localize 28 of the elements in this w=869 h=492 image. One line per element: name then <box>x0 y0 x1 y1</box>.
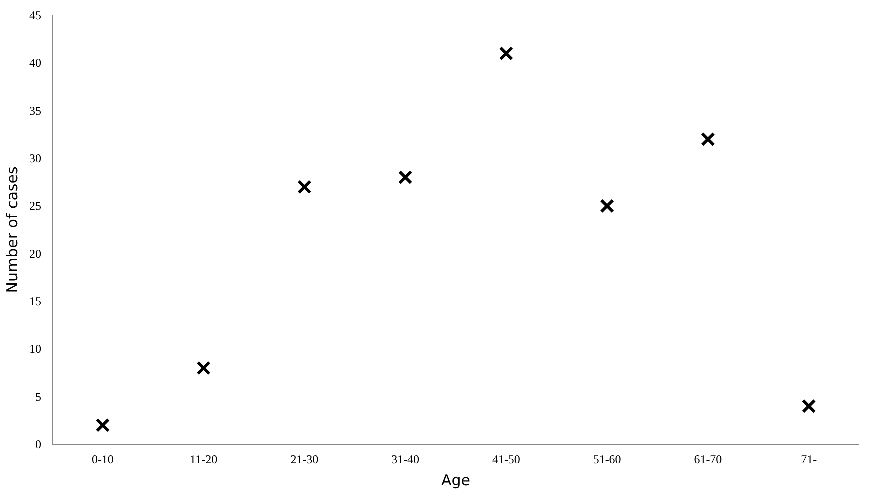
x-tick-label: 21-30 <box>290 452 319 466</box>
point <box>398 170 413 185</box>
y-tick-label: 20 <box>30 246 42 261</box>
point <box>196 361 211 376</box>
x-tick-label: 41-50 <box>492 452 520 466</box>
x-tick-label: 61-70 <box>694 452 722 466</box>
y-tick-label: 15 <box>30 294 42 308</box>
x-tick-label: 0-10 <box>92 452 114 466</box>
y-tick-label: 30 <box>30 152 42 166</box>
y-tick-label: 45 <box>30 8 42 22</box>
point <box>499 46 514 61</box>
y-tick-label: 40 <box>30 56 42 70</box>
point <box>802 399 816 414</box>
y-tick-label: 0 <box>36 438 42 452</box>
y-axis-title: Number of cases <box>4 166 22 294</box>
x-tick-label: 51-60 <box>593 452 622 466</box>
point <box>600 199 614 214</box>
y-tick-label: 10 <box>30 342 42 356</box>
x-tick-label: 71- <box>801 452 818 466</box>
point <box>701 132 716 147</box>
y-tick-label: 25 <box>30 199 42 214</box>
point <box>96 418 110 433</box>
y-tick-label: 5 <box>36 390 42 404</box>
y-tick-label: 35 <box>30 104 42 118</box>
x-tick-label: 11-20 <box>190 452 218 466</box>
x-axis-title: Age <box>441 472 471 490</box>
point <box>298 180 312 194</box>
x-tick-label: 31-40 <box>392 452 420 466</box>
